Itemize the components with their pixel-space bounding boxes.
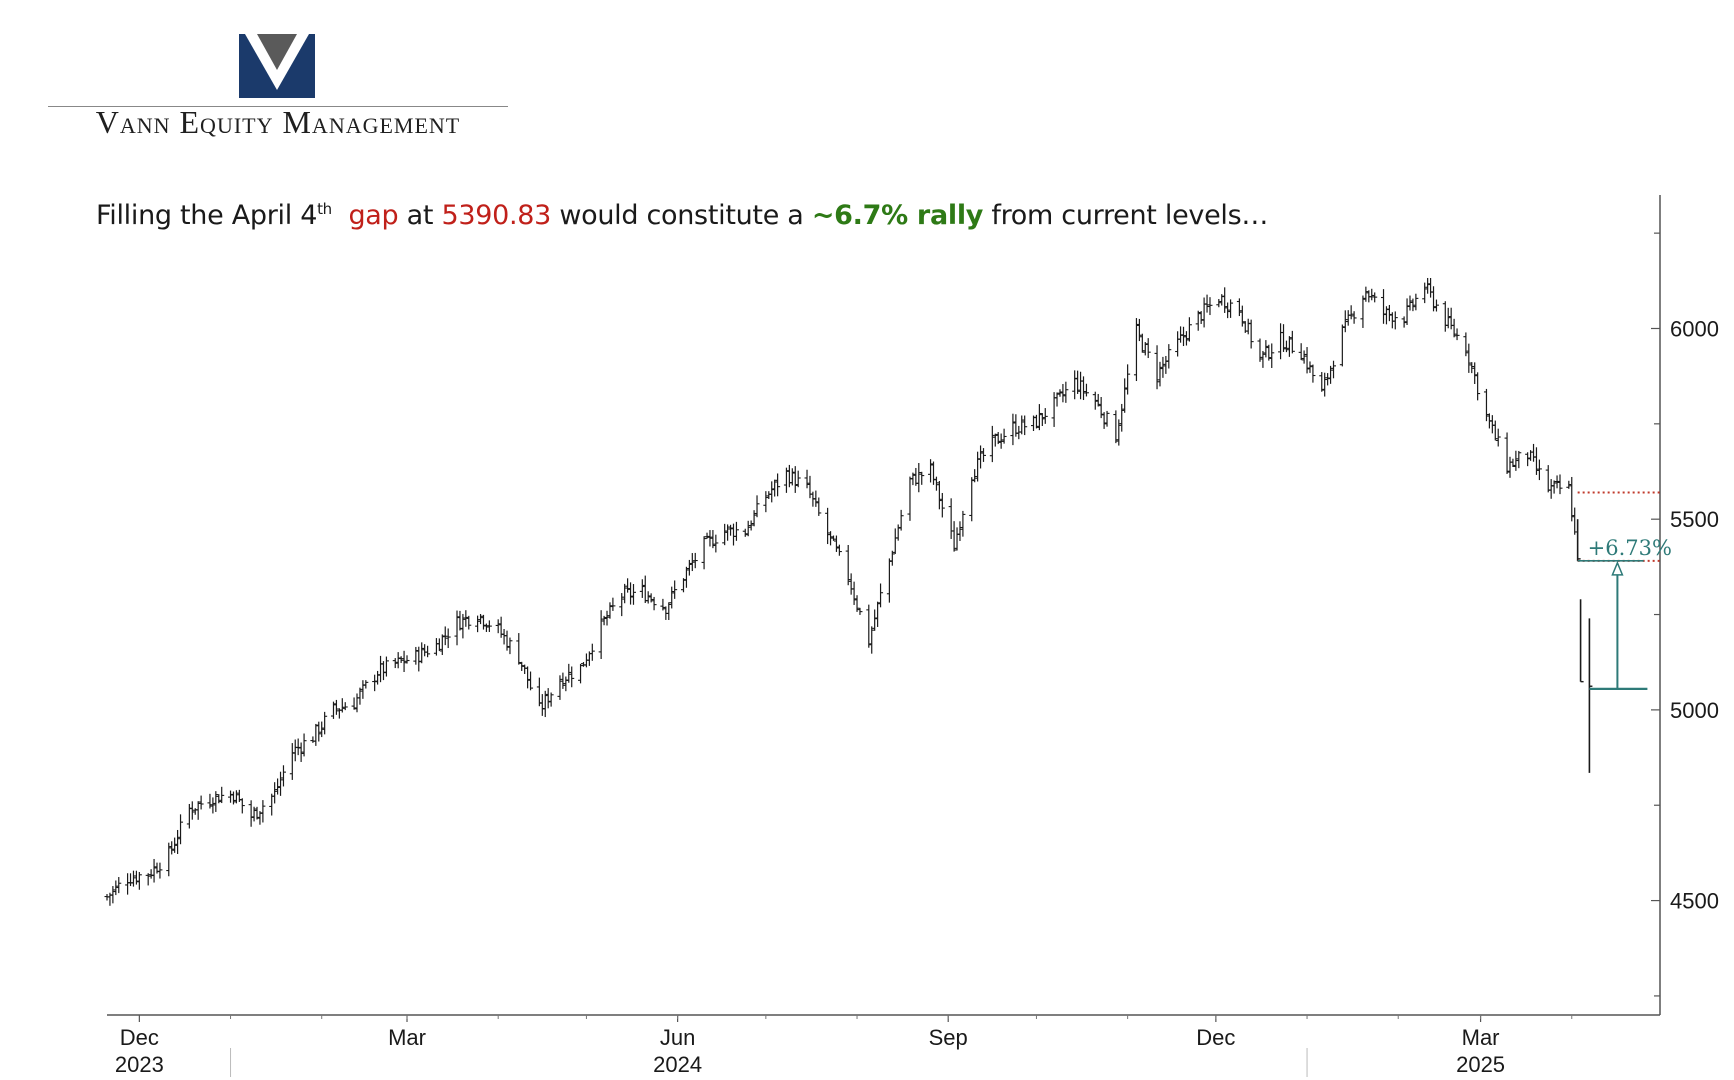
x-tick-label: Dec xyxy=(1196,1025,1235,1050)
x-tick-label: Mar xyxy=(1462,1025,1500,1050)
rally-percent-label: +6.73% xyxy=(1588,536,1672,560)
chart-axes: 4500 5000 5500 6000 Dec Mar Jun Sep Dec Mar 2023 20… xyxy=(107,195,1719,1077)
y-tick-label: 6000 xyxy=(1670,316,1719,341)
x-tick-label: Sep xyxy=(929,1025,968,1050)
x-year-label: 2024 xyxy=(653,1052,702,1077)
y-tick-label: 4500 xyxy=(1670,889,1719,914)
x-tick-label: Mar xyxy=(388,1025,426,1050)
x-year-label: 2025 xyxy=(1456,1052,1505,1077)
y-tick-label: 5000 xyxy=(1670,698,1719,723)
x-tick-label: Dec xyxy=(120,1025,159,1050)
x-year-label: 2023 xyxy=(115,1052,164,1077)
y-tick-label: 5500 xyxy=(1670,507,1719,532)
chart-annotations: +6.73% xyxy=(1578,492,1672,688)
ohlc-bars xyxy=(105,278,1593,906)
rally-arrowhead xyxy=(1612,563,1622,575)
x-tick-label: Jun xyxy=(660,1025,695,1050)
